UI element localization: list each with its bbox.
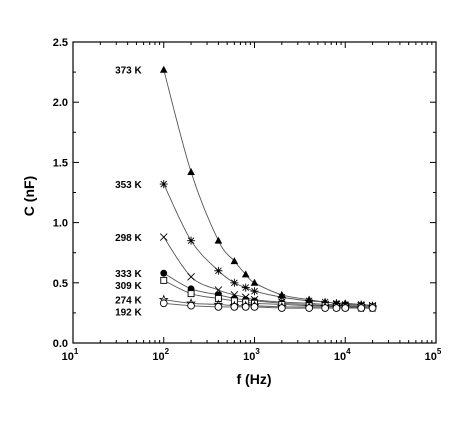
data-point-asterisk	[250, 287, 259, 296]
data-point-open-circle	[321, 304, 329, 312]
data-point-cross	[187, 272, 195, 281]
data-point-open-circle	[230, 303, 239, 311]
data-point-asterisk	[241, 283, 250, 292]
data-point-asterisk	[305, 296, 314, 305]
x-tick-exponent: 1	[74, 347, 79, 356]
y-tick-label: 1.5	[53, 157, 68, 169]
series-label: 373 K	[115, 66, 142, 77]
data-point-cross	[214, 286, 223, 294]
data-point-open-circle	[368, 304, 377, 312]
data-point-cross	[159, 233, 168, 241]
series-label: 274 K	[115, 296, 142, 307]
data-point-open-circle	[241, 303, 250, 311]
y-tick-label: 2.5	[53, 37, 68, 49]
data-point-asterisk	[187, 236, 196, 245]
data-point-square	[187, 290, 195, 298]
data-point-open-circle	[341, 304, 350, 312]
data-point-triangle	[214, 236, 223, 244]
data-point-triangle	[250, 278, 259, 286]
x-tick-label: 105	[425, 347, 442, 363]
data-point-open-circle	[159, 299, 168, 308]
data-point-open-circle	[277, 304, 286, 312]
x-tick-exponent: 4	[346, 347, 351, 356]
series-curve	[163, 69, 373, 307]
x-tick-label: 103	[243, 347, 260, 363]
data-point-open-circle	[214, 303, 223, 311]
data-point-asterisk	[230, 278, 239, 287]
data-point-triangle	[230, 257, 239, 265]
series-label: 192 K	[115, 308, 142, 319]
series-label: 309 K	[115, 281, 142, 292]
data-point-open-circle	[250, 303, 259, 311]
x-tick-exponent: 5	[437, 347, 442, 356]
y-tick-label: 0.5	[53, 278, 68, 290]
y-axis-title: C (nF)	[21, 176, 37, 216]
data-point-triangle	[241, 270, 250, 278]
x-tick-label: 102	[152, 347, 169, 363]
data-point-asterisk	[214, 266, 223, 275]
x-tick-label: 104	[334, 347, 351, 363]
y-tick-label: 2.0	[53, 97, 68, 109]
data-point-triangle	[187, 168, 195, 176]
data-markers	[158, 65, 378, 313]
data-point-triangle	[159, 65, 168, 73]
data-point-square	[160, 276, 168, 284]
x-tick-exponent: 3	[255, 347, 260, 356]
series-curve	[163, 236, 373, 307]
data-point-filled-circle	[160, 269, 168, 277]
data-point-open-circle	[305, 304, 313, 312]
series-label: 298 K	[115, 233, 142, 244]
series-label: 353 K	[115, 180, 142, 191]
series-label: 333 K	[115, 269, 142, 280]
data-point-asterisk	[159, 180, 168, 189]
x-axis-title: f (Hz)	[237, 371, 272, 387]
data-point-open-circle	[332, 304, 341, 312]
y-tick-label: 0.0	[53, 338, 68, 350]
fit-curves	[163, 69, 373, 309]
series-curve	[163, 183, 373, 307]
data-point-asterisk	[277, 293, 286, 302]
y-tick-label: 1.0	[53, 218, 68, 230]
data-point-open-circle	[357, 304, 366, 312]
data-point-open-circle	[187, 301, 195, 310]
x-tick-exponent: 2	[165, 347, 170, 356]
